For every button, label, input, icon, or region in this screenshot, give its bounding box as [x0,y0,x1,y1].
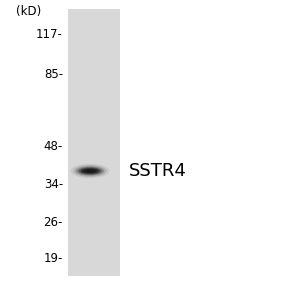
Ellipse shape [74,165,106,177]
Text: 34-: 34- [44,178,63,191]
Ellipse shape [86,170,94,172]
Ellipse shape [70,164,110,178]
Text: 26-: 26- [44,215,63,229]
Text: SSTR4: SSTR4 [129,162,187,180]
Bar [68,9,120,276]
Text: 48-: 48- [44,140,63,154]
Text: 85-: 85- [44,68,63,82]
Ellipse shape [78,167,102,175]
Text: 117-: 117- [36,28,63,41]
Ellipse shape [81,168,99,174]
Text: 19-: 19- [44,251,63,265]
Ellipse shape [83,169,97,173]
Text: (kD): (kD) [16,5,41,19]
Ellipse shape [76,166,104,176]
